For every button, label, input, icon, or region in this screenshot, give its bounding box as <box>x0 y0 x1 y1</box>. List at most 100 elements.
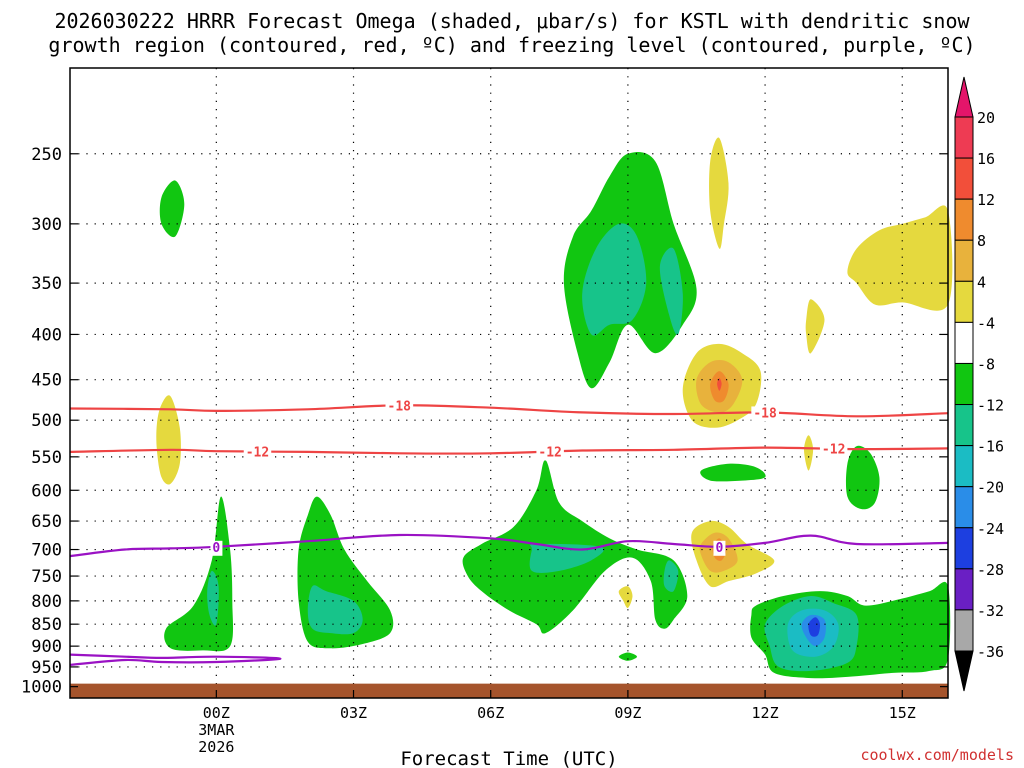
omega-region-20 <box>847 205 953 311</box>
omega-shading-layer <box>156 137 953 679</box>
x-tick-label-3: 03Z <box>340 704 367 722</box>
x-tick-label-9: 09Z <box>614 704 641 722</box>
colorbar-label-1: 16 <box>977 150 995 168</box>
x-tick-label-0: 00Z <box>203 704 230 722</box>
colorbar-swatch-3 <box>954 239 974 282</box>
y-tick-label-850: 850 <box>31 615 62 635</box>
omega-region-2 <box>659 247 683 336</box>
colorbar-swatch-6 <box>954 362 974 406</box>
freezing-label-1: 0 <box>715 541 723 556</box>
colorbar-bottom-arrow <box>954 650 974 692</box>
y-tick-label-550: 550 <box>31 448 62 468</box>
omega-region-18 <box>618 652 637 661</box>
omega-region-1 <box>582 223 647 336</box>
colorbar-label-13: -36 <box>977 643 1004 661</box>
dgz-label-cold-0-bg <box>385 399 414 415</box>
credit-link[interactable]: coolwx.com/models <box>860 746 1014 764</box>
omega-region-7 <box>307 585 363 635</box>
y-tick-label-350: 350 <box>31 274 62 294</box>
dgz-label-warm-2: -12 <box>822 443 845 458</box>
dgz-label-cold-1-bg <box>751 406 779 422</box>
dgz-contour--18 <box>69 404 949 418</box>
colorbar-swatch-1 <box>954 157 974 200</box>
omega-region-31 <box>804 435 814 471</box>
colorbar-top-arrow <box>954 76 974 118</box>
colorbar-swatch-8 <box>954 445 974 488</box>
y-tick-label-500: 500 <box>31 411 62 431</box>
y-tick-label-650: 650 <box>31 512 62 532</box>
dgz-contour--12 <box>69 446 949 455</box>
omega-region-5 <box>207 570 219 626</box>
dgz-label-cold-1: -18 <box>753 406 777 421</box>
ground-terrain <box>70 683 948 698</box>
y-tick-label-450: 450 <box>31 371 62 391</box>
colorbar-swatch-5 <box>954 321 974 364</box>
omega-region-10 <box>663 560 679 592</box>
colorbar-label-3: 8 <box>977 232 986 250</box>
x-tick-label-15: 15Z <box>889 704 916 722</box>
colorbar-label-6: -8 <box>977 355 995 373</box>
x-tick-label-6: 06Z <box>477 704 504 722</box>
y-tick-label-750: 750 <box>31 567 62 587</box>
colorbar-label-0: 20 <box>977 109 995 127</box>
y-tick-label-700: 700 <box>31 541 62 561</box>
colorbar-label-9: -20 <box>977 479 1004 497</box>
colorbar: 20 16 12 8 4 -4 -8 -12 -16 -20 -24 -28 -32 -36 <box>954 76 1004 692</box>
y-tick-label-300: 300 <box>31 215 62 235</box>
omega-region-3 <box>159 180 185 238</box>
x-tick-label-12: 12Z <box>752 704 779 722</box>
omega-region-30 <box>618 586 633 609</box>
y-tick-label-1000: 1000 <box>21 678 62 698</box>
y-tick-label-600: 600 <box>31 481 62 501</box>
freezing-label-0: 0 <box>212 541 220 556</box>
dgz-label-warm-1-bg <box>536 445 564 461</box>
contour-layer: -18 -18 -12 -12 -12 0 0 <box>69 399 949 666</box>
y-tick-label-800: 800 <box>31 592 62 612</box>
x-axis-label: Forecast Time (UTC) <box>400 748 617 768</box>
colorbar-swatch-2 <box>954 198 974 241</box>
dgz-label-cold-0: -18 <box>388 399 412 414</box>
x-tick-year: 2026 <box>198 738 234 756</box>
y-axis: 2503003504004505005506006507007508008509… <box>21 145 948 698</box>
chart-title-line-2: growth region (contoured, red, ºC) and f… <box>48 33 975 57</box>
colorbar-label-5: -4 <box>977 314 995 332</box>
colorbar-swatch-9 <box>954 486 974 529</box>
freezing-level-contour <box>69 533 949 558</box>
y-tick-label-250: 250 <box>31 145 62 165</box>
dgz-label-warm-2-bg <box>819 442 848 458</box>
colorbar-swatch-10 <box>954 527 974 570</box>
omega-region-17 <box>808 617 821 637</box>
colorbar-label-4: 4 <box>977 273 986 291</box>
omega-region-11 <box>700 463 766 482</box>
grid-layer <box>70 68 948 698</box>
colorbar-label-2: 12 <box>977 191 995 209</box>
colorbar-swatch-gray <box>954 609 974 652</box>
colorbar-label-7: -12 <box>977 397 1004 415</box>
omega-region-21 <box>805 299 825 354</box>
y-tick-label-400: 400 <box>31 325 62 345</box>
y-tick-label-900: 900 <box>31 637 62 657</box>
colorbar-label-10: -24 <box>977 520 1004 538</box>
freezing-label-0-bg <box>210 540 223 556</box>
freezing-level-low-contour <box>69 653 282 666</box>
colorbar-label-8: -16 <box>977 438 1004 456</box>
colorbar-label-12: -32 <box>977 602 1004 620</box>
dgz-label-warm-0: -12 <box>246 446 269 461</box>
dgz-label-warm-1: -12 <box>538 445 561 460</box>
colorbar-swatch-7 <box>954 404 974 447</box>
y-tick-label-950: 950 <box>31 658 62 678</box>
colorbar-swatch-4 <box>954 280 974 323</box>
freezing-label-1-bg <box>713 540 726 556</box>
omega-region-9 <box>529 543 604 573</box>
colorbar-swatch-0 <box>954 116 974 159</box>
omega-region-12 <box>845 445 880 510</box>
chart-title-line-1: 2026030222 HRRR Forecast Omega (shaded, … <box>54 9 970 33</box>
dgz-label-warm-0-bg <box>243 445 272 461</box>
omega-region-25 <box>717 378 722 391</box>
omega-region-26 <box>156 395 181 485</box>
x-tick-date: 3MAR <box>198 721 235 739</box>
colorbar-label-11: -28 <box>977 561 1004 579</box>
omega-region-19 <box>709 137 729 249</box>
